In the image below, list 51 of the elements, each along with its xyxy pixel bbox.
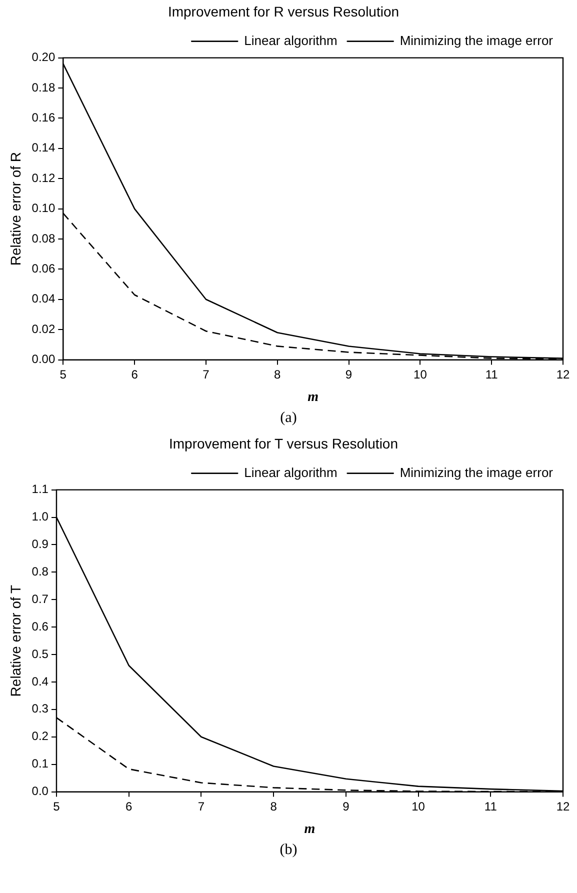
legend-label: Linear algorithm [244, 32, 338, 48]
x-tick-label: 7 [202, 367, 210, 382]
y-tick-label: 0.08 [32, 231, 56, 246]
x-tick-label: 6 [126, 799, 132, 814]
y-tick-label: 0.9 [32, 537, 49, 552]
x-tick-label: 9 [345, 367, 352, 382]
y-tick-label: 0.14 [32, 140, 56, 155]
chart-title: Improvement for T versus Resolution [168, 435, 398, 452]
y-tick-label: 0.0 [32, 784, 49, 798]
chart-title: Improvement for R versus Resolution [168, 3, 400, 20]
y-tick-label: 0.6 [32, 619, 49, 634]
y-tick-label: 0.04 [32, 292, 56, 306]
x-tick-label: 5 [60, 367, 67, 382]
x-tick-label: 12 [556, 367, 570, 382]
y-tick-label: 0.12 [32, 170, 56, 185]
y-tick-label: 0.10 [32, 201, 56, 216]
y-axis-title: Relative error of T [7, 584, 24, 697]
x-tick-label: 8 [274, 367, 282, 382]
y-tick-label: 0.7 [32, 592, 49, 606]
x-tick-label: 11 [484, 799, 498, 814]
y-tick-label: 0.20 [32, 50, 56, 64]
y-tick-label: 0.3 [32, 702, 49, 716]
x-axis-title: m [308, 390, 319, 406]
y-tick-label: 1.1 [32, 482, 49, 496]
y-tick-label: 1.0 [32, 510, 49, 524]
x-tick-label: 10 [412, 799, 426, 814]
x-tick-label: 7 [198, 799, 205, 814]
y-axis-title: Relative error of R [7, 152, 24, 266]
y-tick-label: 0.8 [32, 564, 49, 578]
x-tick-label: 10 [414, 367, 428, 382]
y-tick-label: 0.16 [32, 110, 56, 125]
text: (b) [278, 842, 298, 860]
legend-label: Minimizing the image error [400, 464, 554, 480]
x-tick-label: 6 [131, 367, 138, 382]
y-tick-label: 0.18 [32, 80, 56, 94]
y-tick-label: 0.02 [32, 322, 56, 336]
x-tick-label: 9 [342, 799, 350, 814]
legend-label: Linear algorithm [244, 464, 338, 480]
y-tick-label: 0.4 [32, 674, 49, 688]
legend-label: Minimizing the image error [400, 32, 554, 48]
x-tick-label: 5 [53, 799, 60, 814]
y-tick-label: 0.5 [32, 646, 49, 661]
x-tick-label: 8 [270, 799, 278, 814]
y-tick-label: 0.1 [32, 756, 49, 771]
y-tick-label: 0.2 [32, 729, 49, 744]
text: (a) [279, 410, 298, 428]
y-tick-label: 0.06 [32, 262, 56, 276]
x-tick-label: 11 [485, 367, 498, 382]
y-tick-label: 0.00 [32, 352, 56, 366]
x-tick-label: 12 [556, 799, 570, 814]
x-axis-title: m [304, 822, 316, 838]
